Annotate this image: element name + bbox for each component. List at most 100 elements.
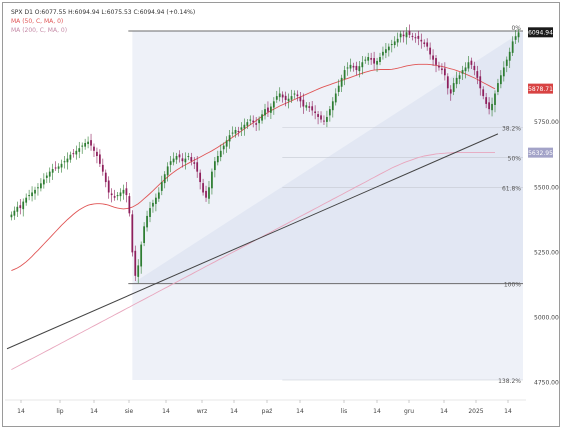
candle-body (45, 175, 48, 178)
candle-body (113, 196, 116, 198)
candle (146, 210, 148, 232)
candle (69, 151, 72, 163)
candle-body (435, 58, 437, 65)
candle-body (131, 214, 134, 253)
candle (190, 152, 193, 166)
candle (426, 38, 429, 51)
candle-body (314, 111, 317, 114)
candle-body (426, 42, 429, 47)
candle-body (514, 36, 517, 40)
ma50-badge-box (528, 83, 553, 94)
symbol-ohlc-line: SPX D1 O:6077.55 H:6094.94 L:6075.53 C:6… (11, 9, 196, 16)
candle (485, 92, 488, 109)
candle-body (476, 71, 479, 78)
candle-body (22, 201, 25, 210)
candle-body (140, 244, 143, 267)
candle-body (441, 68, 443, 71)
candle (373, 51, 375, 70)
ma200-badge-box (528, 147, 553, 158)
candle (502, 61, 505, 82)
candle (275, 90, 278, 103)
candle (311, 101, 314, 116)
candle (429, 42, 432, 60)
candle-body (10, 214, 13, 218)
candle-body (234, 129, 237, 134)
candle-body (491, 103, 493, 111)
candle (131, 210, 134, 257)
candle (255, 116, 258, 132)
fib-level-label: 100% (504, 282, 521, 289)
candle-body (246, 122, 249, 126)
candle (340, 74, 343, 92)
candle (473, 61, 476, 76)
candle-body (178, 154, 181, 158)
candle (449, 85, 452, 101)
candle (163, 171, 166, 189)
candle-body (485, 97, 488, 104)
candle (166, 162, 169, 182)
candle-body (479, 76, 482, 89)
candle-body (110, 193, 113, 196)
y-tick-label: 5000.00 (534, 314, 559, 321)
candle-body (358, 66, 361, 72)
candle (482, 86, 485, 100)
candle (48, 167, 51, 183)
candle-body (157, 192, 160, 199)
candle (361, 56, 364, 75)
candle-body (240, 127, 243, 130)
candle-body (293, 93, 296, 95)
candle-body (261, 114, 263, 121)
candle-body (331, 101, 334, 111)
candle (293, 90, 296, 99)
candle (438, 61, 440, 71)
candle-body (90, 140, 92, 146)
candle (305, 102, 308, 111)
candle (87, 136, 89, 149)
candle (93, 143, 95, 158)
candle (219, 144, 222, 162)
candle (334, 88, 337, 106)
candle (72, 148, 75, 158)
x-tick-label: sie (125, 408, 134, 415)
candle-body (219, 150, 222, 158)
candle (66, 152, 69, 170)
candle-body (237, 131, 240, 133)
candle-body (107, 180, 110, 193)
candle-body (228, 135, 231, 142)
fibonacci-shading (132, 31, 524, 380)
candle (84, 138, 87, 150)
price-chart[interactable]: 0% 38.2% 50% 61.8% 100% 138.2% 14 lip 14 sie 14 wr… (3, 3, 559, 426)
candle (443, 62, 446, 81)
candle (143, 222, 145, 247)
candle (287, 93, 290, 109)
candle-body (373, 58, 375, 64)
candle (314, 105, 317, 120)
candle-body (16, 206, 19, 212)
candle (119, 188, 122, 202)
candle-body (75, 150, 78, 155)
candle (505, 56, 508, 73)
candle (98, 149, 101, 167)
x-axis-ticks: 14 lip 14 sie 14 wrz 14 paź 14 lis 14 gru 14 2025 14 (17, 400, 512, 415)
candle (175, 152, 178, 164)
candle (299, 91, 302, 108)
candle-body (78, 148, 81, 152)
candle (208, 181, 210, 204)
candle (54, 161, 57, 171)
candle-body (37, 187, 39, 189)
candle (284, 91, 287, 107)
candle-body (311, 106, 314, 111)
candle-body (25, 197, 28, 203)
candle (205, 185, 207, 202)
candle (28, 189, 30, 201)
candle (216, 150, 219, 166)
candle (178, 150, 181, 163)
candle (60, 159, 63, 173)
candle-body (213, 161, 216, 171)
candle-body (349, 64, 352, 69)
candle (116, 191, 119, 201)
x-tick-label: gru (404, 408, 414, 415)
candle (432, 49, 434, 66)
candle (326, 110, 328, 128)
candle (452, 77, 455, 96)
